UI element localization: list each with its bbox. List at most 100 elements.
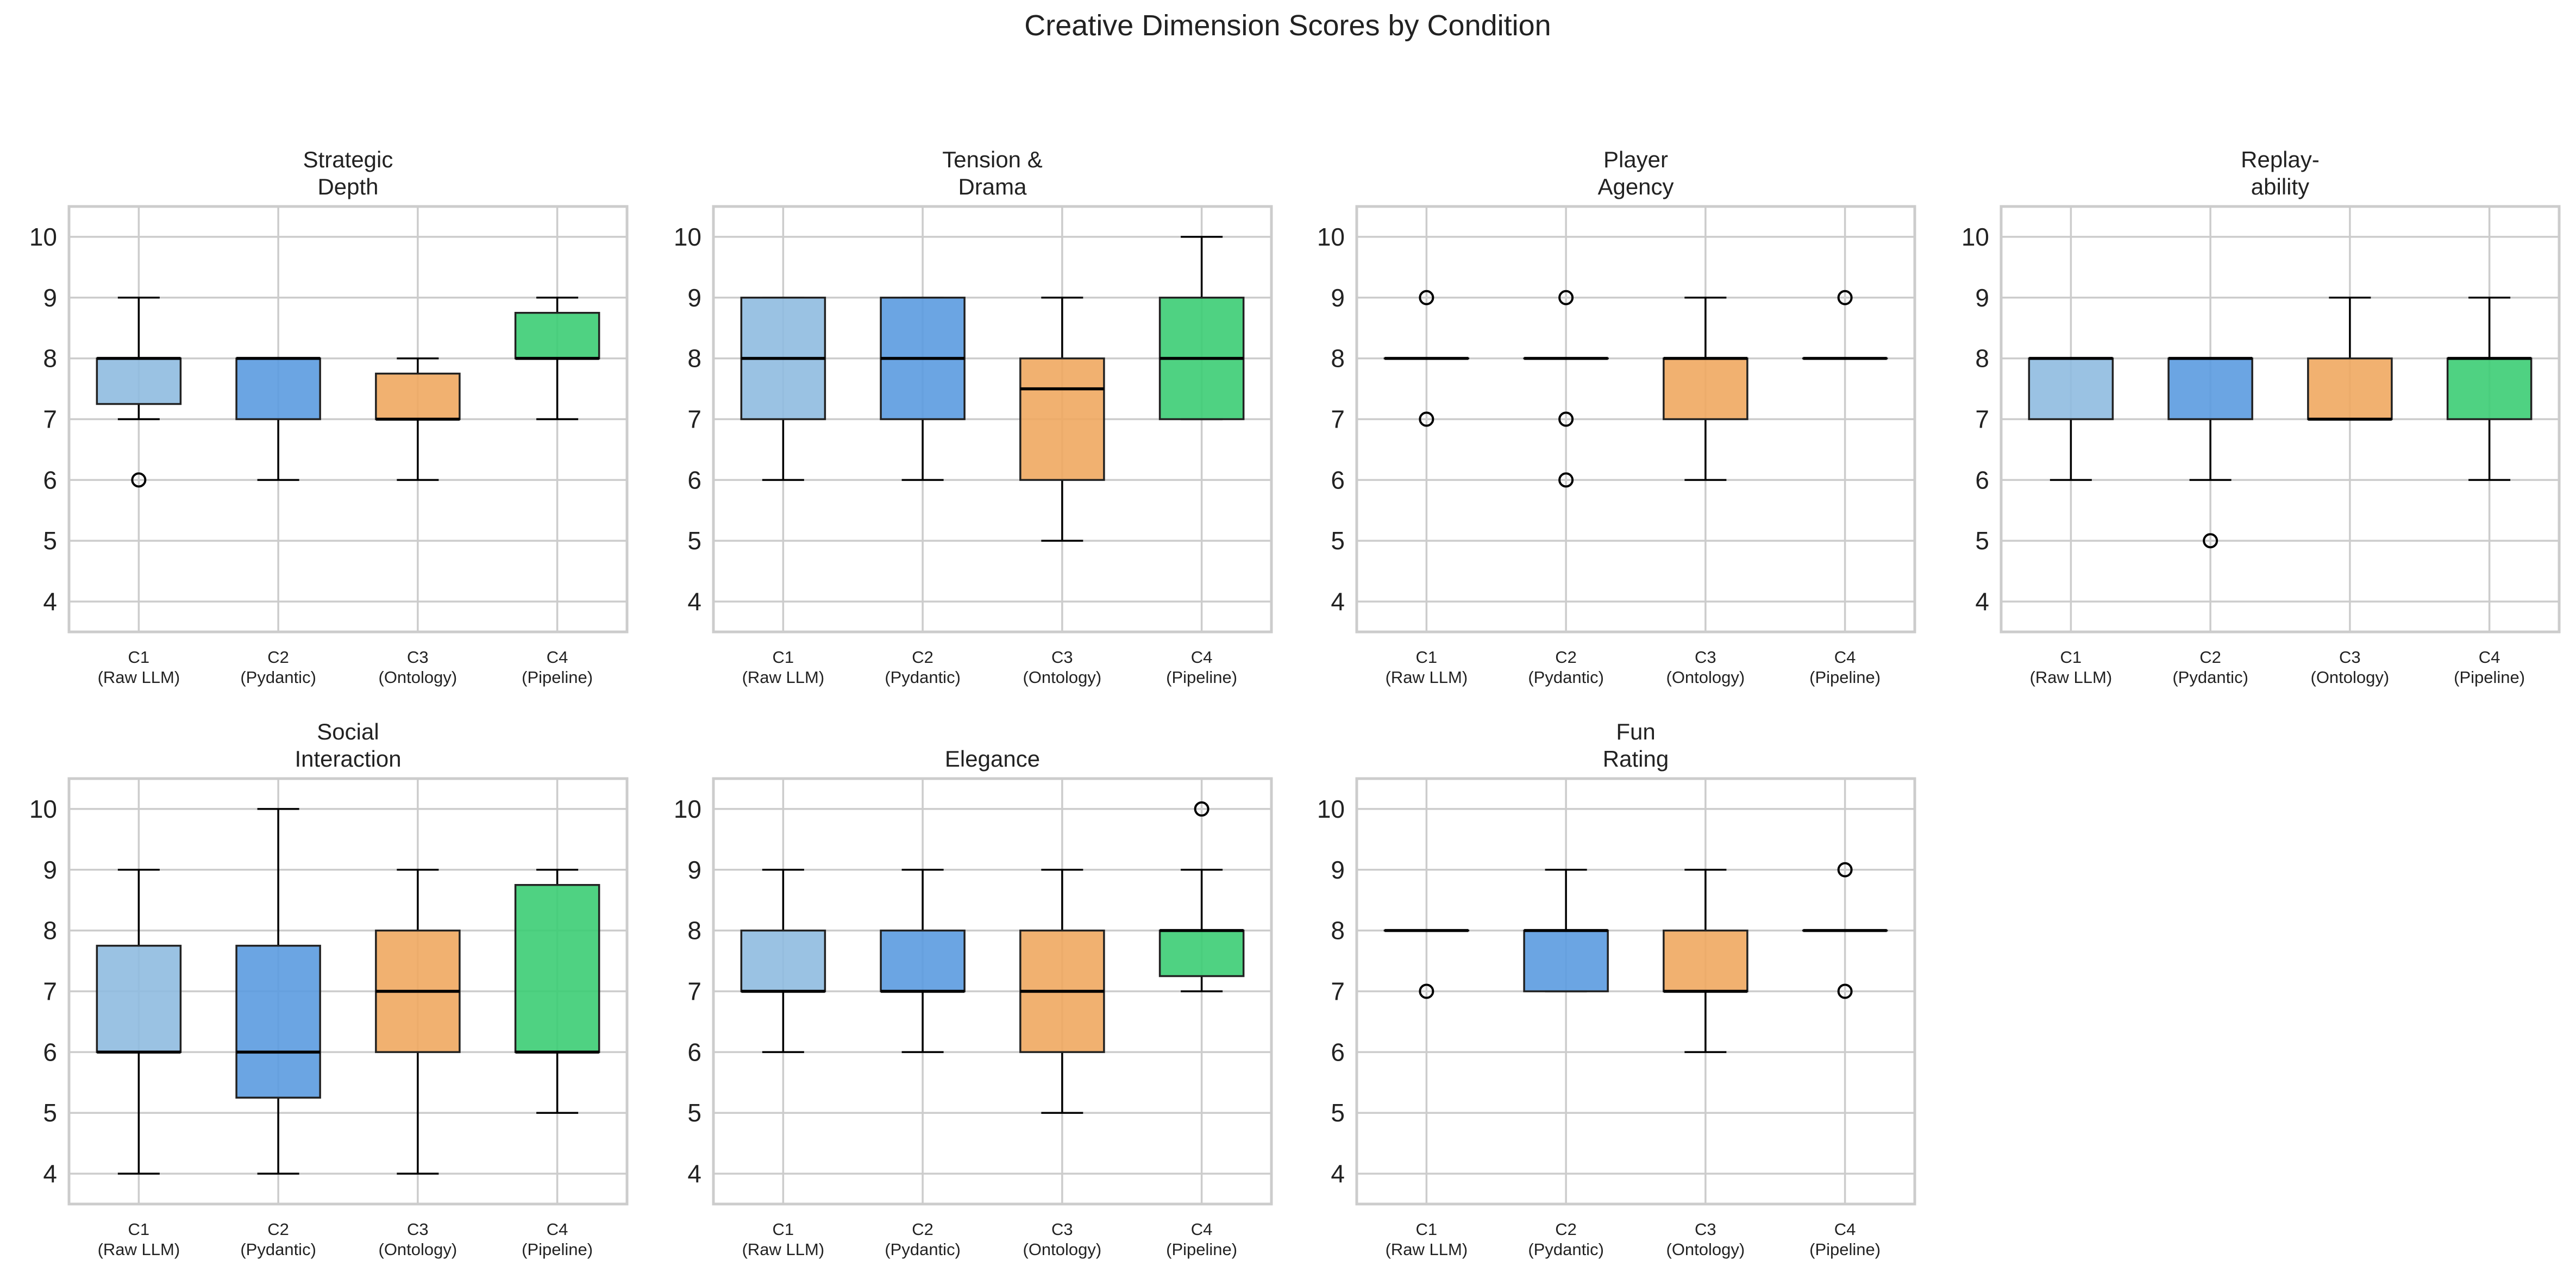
axes-frame	[67, 205, 629, 634]
y-tick-label: 7	[43, 977, 57, 1006]
axes-frame	[1355, 777, 1916, 1206]
y-tick-label: 10	[1961, 223, 1989, 251]
x-tick-label: C4	[2479, 648, 2500, 667]
x-tick-label: (Raw LLM)	[742, 1240, 825, 1259]
x-tick-label: C3	[1695, 1220, 1716, 1239]
subplot-title: Replay-	[2241, 147, 2320, 172]
box-C2	[880, 297, 966, 481]
subplot-6: Elegance 4 5 6 7 8 9 10 C1(Raw LLM) C2(Pydantic) C…	[674, 746, 1273, 1259]
box-C2	[1523, 290, 1609, 488]
box-C4	[514, 869, 600, 1114]
x-tick-label: C3	[2339, 648, 2361, 667]
outlier-point	[1194, 801, 1209, 817]
subplot-title: Interaction	[294, 746, 401, 772]
box-body	[96, 944, 182, 1054]
box-C3	[1019, 869, 1105, 1114]
x-tick-label: C4	[1191, 648, 1213, 667]
x-tick-label: (Ontology)	[379, 668, 457, 687]
y-tick-label: 8	[1331, 344, 1345, 373]
box-C4	[1802, 862, 1888, 999]
x-tick-label: (Pydantic)	[2172, 668, 2248, 687]
box-C3	[1663, 297, 1748, 481]
subplot-title: Player	[1603, 147, 1668, 172]
y-tick-label: 4	[43, 1159, 57, 1188]
y-tick-label: 7	[43, 405, 57, 434]
box-body	[2167, 357, 2253, 421]
box-C2	[2167, 356, 2253, 549]
y-tick-label: 6	[687, 466, 701, 494]
subplot-title: Strategic	[303, 147, 393, 172]
box-C3	[375, 357, 461, 481]
y-tick-label: 8	[43, 344, 57, 373]
y-tick-label: 9	[1331, 856, 1345, 884]
y-tick-label: 5	[1975, 526, 1989, 555]
x-tick-label: (Raw LLM)	[98, 668, 180, 687]
y-tick-label: 5	[1331, 526, 1345, 555]
subplot-2: Tension &Drama 4 5 6 7 8 9 10 C1(Raw LLM) C2(Pyda…	[674, 147, 1273, 687]
x-tick-label: C1	[1416, 1220, 1438, 1239]
axes-frame	[712, 777, 1273, 1206]
x-tick-label: (Pydantic)	[885, 668, 961, 687]
y-tick-label: 6	[1331, 1038, 1345, 1066]
outlier-point	[1837, 290, 1853, 305]
x-tick-label: (Pipeline)	[1166, 1240, 1237, 1259]
y-tick-label: 10	[1317, 795, 1345, 823]
y-tick-label: 9	[43, 284, 57, 312]
subplot-title: Rating	[1603, 746, 1669, 772]
y-tick-label: 7	[687, 977, 701, 1006]
y-tick-label: 9	[1331, 284, 1345, 312]
x-tick-label: C1	[128, 648, 150, 667]
x-tick-label: (Pydantic)	[1528, 668, 1604, 687]
box-body	[1523, 929, 1609, 993]
subplot-title: Agency	[1597, 174, 1674, 199]
box-C4	[2446, 297, 2533, 481]
y-tick-label: 5	[43, 526, 57, 555]
box-body	[375, 372, 461, 421]
y-tick-label: 10	[674, 223, 701, 251]
y-tick-label: 4	[687, 1159, 701, 1188]
outlier-point	[2203, 533, 2218, 549]
x-tick-label: (Raw LLM)	[1386, 1240, 1468, 1259]
x-tick-label: (Ontology)	[379, 1240, 457, 1259]
y-tick-label: 5	[687, 526, 701, 555]
subplot-title: Drama	[958, 174, 1027, 199]
x-tick-label: C4	[1834, 1220, 1856, 1239]
x-tick-label: C1	[773, 1220, 794, 1239]
box-body	[235, 944, 321, 1099]
box-body	[96, 357, 182, 405]
x-tick-label: (Raw LLM)	[1386, 668, 1468, 687]
axes-frame	[67, 777, 629, 1206]
x-tick-label: C4	[547, 648, 568, 667]
y-tick-label: 10	[29, 223, 57, 251]
x-tick-label: C3	[407, 648, 429, 667]
outlier-point	[1558, 411, 1574, 427]
y-tick-label: 8	[687, 344, 701, 373]
box-C3	[1019, 297, 1105, 542]
y-tick-label: 9	[1975, 284, 1989, 312]
box-body	[2446, 357, 2533, 421]
box-body	[1663, 357, 1748, 421]
box-C4	[1158, 801, 1245, 993]
box-C1	[1383, 290, 1470, 427]
box-C1	[96, 297, 182, 488]
y-tick-label: 8	[1975, 344, 1989, 373]
box-C1	[2028, 356, 2114, 481]
x-tick-label: C1	[128, 1220, 150, 1239]
outlier-point	[1558, 290, 1574, 305]
outlier-point	[1837, 983, 1853, 999]
y-tick-label: 6	[43, 1038, 57, 1066]
subplot-title: Tension &	[942, 147, 1042, 172]
x-tick-label: (Raw LLM)	[98, 1240, 180, 1259]
x-tick-label: (Pydantic)	[240, 1240, 316, 1259]
box-C4	[1158, 236, 1245, 421]
box-body	[2028, 357, 2114, 421]
outlier-point	[1558, 472, 1574, 488]
x-tick-label: (Pipeline)	[1166, 668, 1237, 687]
box-C1	[740, 297, 826, 481]
x-tick-label: (Raw LLM)	[2030, 668, 2113, 687]
box-body	[514, 312, 600, 360]
x-tick-label: (Ontology)	[1023, 1240, 1102, 1259]
x-tick-label: (Ontology)	[1666, 1240, 1745, 1259]
